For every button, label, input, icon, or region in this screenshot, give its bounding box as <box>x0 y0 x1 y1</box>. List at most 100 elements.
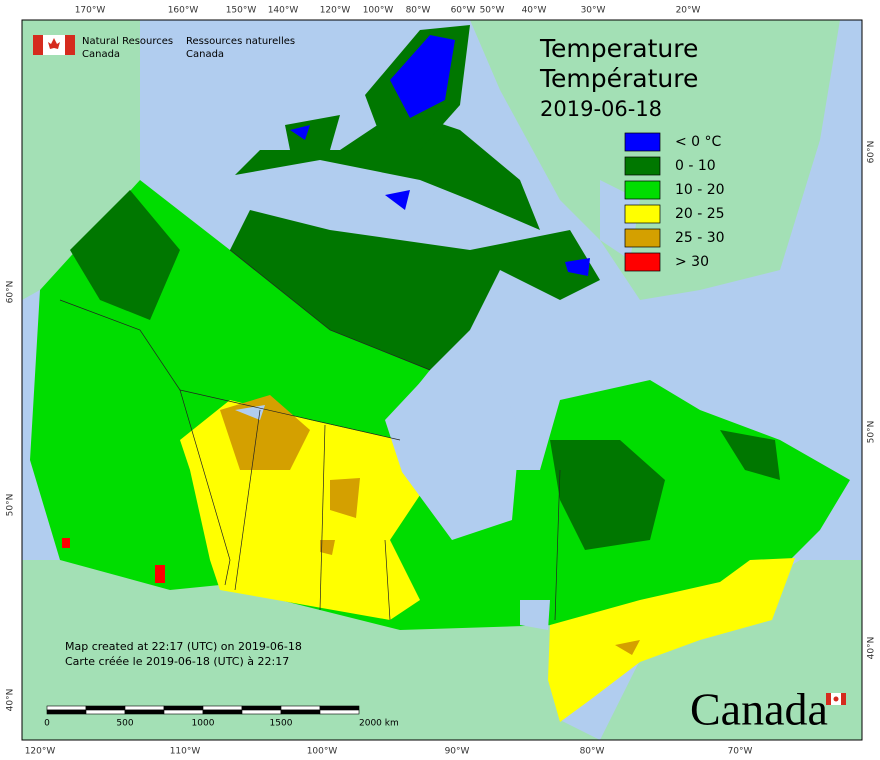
country-en: Canada <box>82 49 120 60</box>
border-yt-nt <box>59 299 181 391</box>
scale-segment <box>163 709 204 715</box>
temperature-zone <box>230 210 600 370</box>
border-mb-on <box>384 539 391 621</box>
scale-segment <box>46 705 87 711</box>
agency-fr: Ressources naturelles <box>186 36 295 47</box>
scale-label: 0 <box>44 719 50 729</box>
border-bc-ab <box>179 389 231 586</box>
scale-segment <box>319 709 360 715</box>
scale-segment <box>85 709 126 715</box>
graticule-label: 60°N <box>6 281 16 304</box>
graticule-label: 150°W <box>226 6 257 16</box>
scale-segment <box>319 705 360 711</box>
flag-leaf <box>48 38 60 49</box>
temperature-zone <box>720 430 780 480</box>
legend-label: > 30 <box>675 254 709 270</box>
legend-swatch <box>624 156 661 176</box>
great-slave-lake <box>235 405 265 420</box>
legend-swatch <box>624 228 661 248</box>
temperature-zone <box>320 540 335 555</box>
temperature-zone <box>390 35 455 118</box>
border-on-qc <box>554 469 561 621</box>
graticule-label: 50°W <box>480 6 505 16</box>
legend-swatch <box>624 204 661 224</box>
graticule-label: 110°W <box>170 747 201 757</box>
canada-wordmark: Canada <box>690 684 828 735</box>
temperature-zone <box>285 115 340 150</box>
graticule-label: 170°W <box>75 6 106 16</box>
flag-right <box>65 35 75 55</box>
border-60n <box>179 389 401 441</box>
graticule-label: 40°N <box>6 689 16 712</box>
graticule-label: 40°N <box>867 637 877 660</box>
scale-segment <box>163 705 204 711</box>
province-borders <box>59 249 561 621</box>
graticule-label: 120°W <box>25 747 56 757</box>
scale-segment <box>124 705 165 711</box>
graticule-label: 60°W <box>451 6 476 16</box>
temperature-zone <box>220 395 310 470</box>
graticule-label: 100°W <box>363 6 394 16</box>
scale-segment <box>202 709 243 715</box>
scale-label: 2000 km <box>359 719 399 729</box>
title-date: 2019-06-18 <box>540 97 662 121</box>
border-nt-nu <box>229 249 431 371</box>
scale-segment <box>124 709 165 715</box>
graticule-label: 140°W <box>268 6 299 16</box>
legend-label: < 0 °C <box>675 134 722 150</box>
title-fr: Température <box>539 64 698 93</box>
temperature-zone <box>290 125 310 140</box>
great-lakes <box>520 600 550 630</box>
temperature-zone <box>70 190 180 320</box>
agency-en: Natural Resources <box>82 36 173 47</box>
credit-en: Map created at 22:17 (UTC) on 2019-06-18 <box>65 640 302 653</box>
temperature-zone <box>62 538 70 548</box>
border-ab-sk <box>234 409 261 591</box>
title-en: Temperature <box>539 34 698 63</box>
wordmark-flag-left <box>826 693 831 705</box>
graticule-label: 50°N <box>867 421 877 444</box>
graticule-label: 70°W <box>728 747 753 757</box>
graticule-label: 100°W <box>307 747 338 757</box>
legend-label: 10 - 20 <box>675 182 725 198</box>
border-sk-mb <box>319 424 326 611</box>
scale-segment <box>46 709 87 715</box>
wordmark-flag-right <box>841 693 846 705</box>
scale-label: 500 <box>116 719 133 729</box>
country-fr: Canada <box>186 49 224 60</box>
graticule-label: 50°N <box>6 494 16 517</box>
alaska <box>22 20 140 300</box>
scale-segment <box>280 705 321 711</box>
united-states <box>22 560 600 740</box>
temperature-zone <box>385 190 410 210</box>
scale-segment <box>202 705 243 711</box>
hudson-bay <box>385 372 520 540</box>
legend-label: 0 - 10 <box>675 158 716 174</box>
graticule-label: 40°W <box>522 6 547 16</box>
scale-bar: 0 500 1000 1500 2000 km <box>44 705 399 729</box>
scale-segment <box>280 709 321 715</box>
temperature-zone <box>548 558 795 722</box>
graticule-label: 80°W <box>580 747 605 757</box>
united-states-east <box>600 560 862 740</box>
legend-swatch <box>624 252 661 272</box>
legend-label: 25 - 30 <box>675 230 725 246</box>
graticule-label: 30°W <box>581 6 606 16</box>
temperature-zone <box>235 110 540 230</box>
legend-swatch <box>624 180 661 200</box>
scale-segment <box>241 705 282 711</box>
graticule-label: 80°W <box>406 6 431 16</box>
scale-label: 1500 <box>270 719 293 729</box>
scale-segment <box>241 709 282 715</box>
wordmark-flag-leaf <box>833 696 839 702</box>
graticule-label: 90°W <box>445 747 470 757</box>
graticule-label: 120°W <box>320 6 351 16</box>
graticule-label: 20°W <box>676 6 701 16</box>
scale-label: 1000 <box>192 719 215 729</box>
legend-label: 20 - 25 <box>675 206 725 222</box>
scale-segment <box>85 705 126 711</box>
map-frame <box>21 19 863 741</box>
graticule-label: 160°W <box>168 6 199 16</box>
temperature-zone <box>330 478 360 518</box>
